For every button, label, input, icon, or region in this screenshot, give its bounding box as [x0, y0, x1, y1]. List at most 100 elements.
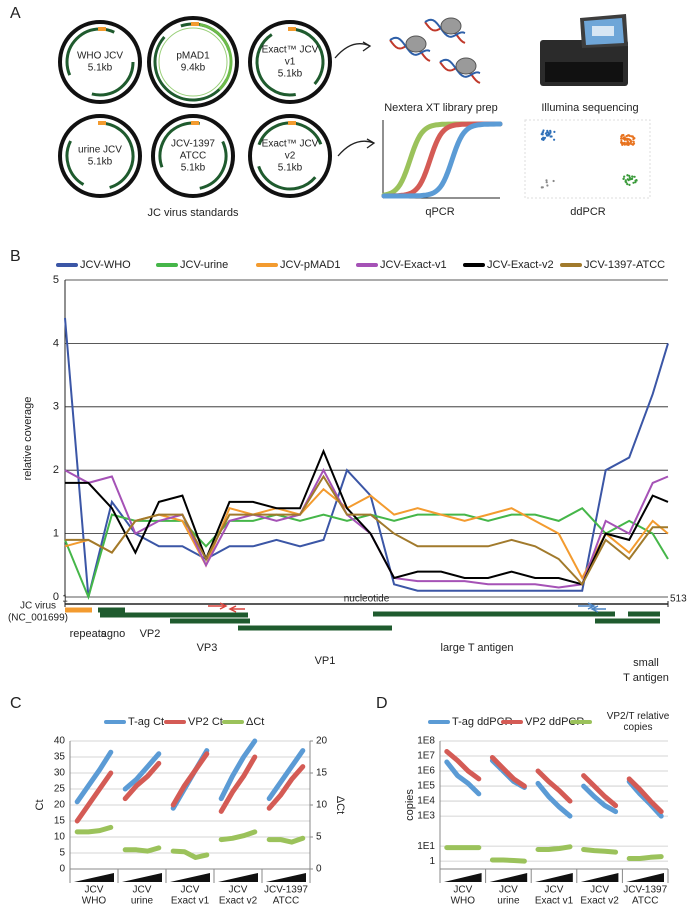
series-line [489, 857, 527, 864]
y-tick-label: 1 [53, 528, 59, 540]
droplet [546, 129, 549, 132]
gene-label: VP1 [315, 655, 336, 667]
x-tick-label: JCV [181, 885, 200, 896]
y-tick-label: 1E3 [417, 811, 435, 822]
x-tick-label: JCV-1397 [264, 885, 308, 896]
droplet [628, 134, 631, 137]
droplet [549, 135, 552, 138]
plasmid-ring [147, 16, 239, 108]
standards-label: JC virus standards [147, 207, 239, 219]
plasmid-label: urine JCV [78, 145, 122, 156]
droplet [627, 138, 630, 141]
droplet [632, 181, 635, 184]
droplet [545, 134, 549, 137]
plasmid-label: 5.1kb [278, 163, 303, 174]
droplet [634, 179, 637, 182]
y2-tick-label: 5 [316, 832, 322, 843]
plasmid-label: 5.1kb [278, 69, 303, 80]
primer-arrow [208, 602, 245, 613]
dilution-wedge [626, 873, 664, 882]
y-tick-label: 5 [59, 848, 65, 859]
coverage-line [64, 317, 669, 598]
droplet [628, 142, 632, 145]
plasmid-repeat [191, 121, 199, 125]
legend-label: JCV-Exact-v1 [380, 259, 447, 271]
droplet [632, 140, 635, 143]
series-line [444, 759, 482, 797]
plasmid-label: JCV-1397 [171, 139, 215, 150]
plasmid-inner [158, 27, 228, 97]
x-tick-label: JCV [133, 885, 152, 896]
y-tick-label: 1E7 [417, 751, 435, 762]
droplet [633, 175, 636, 178]
series-line [535, 780, 573, 819]
plasmid-label: 5.1kb [181, 163, 206, 174]
y-tick-label: 1E6 [417, 766, 435, 777]
droplet [622, 177, 625, 180]
dilution-wedge [170, 873, 210, 882]
droplet [629, 138, 632, 142]
droplet [630, 143, 634, 146]
droplet [624, 143, 627, 146]
plasmid-label: 5.1kb [88, 63, 113, 74]
droplet [631, 135, 634, 138]
y-tick-label: 30 [54, 768, 66, 779]
series-line [170, 751, 210, 808]
x-tick-label: ATCC [632, 896, 658, 904]
droplet [625, 181, 628, 184]
gene-bar [595, 618, 660, 624]
y-tick-label: 25 [54, 784, 66, 795]
y-tick-label: 1E5 [417, 781, 435, 792]
y-tick-label: 3 [53, 401, 59, 413]
x-tick-label: Exact v2 [219, 896, 258, 904]
x-tick-label: WHO [82, 896, 107, 904]
plasmid-ring [248, 20, 332, 104]
gene-bar [373, 611, 615, 617]
series-line [74, 824, 114, 835]
series-line [581, 783, 619, 815]
plasmid-genes [158, 121, 228, 191]
arrow-head [366, 138, 376, 149]
droplet [548, 132, 551, 136]
gene-label: T antigen [623, 672, 669, 684]
legend-label: ΔCt [246, 716, 264, 728]
y-tick-label: 15 [54, 816, 66, 827]
droplet [540, 133, 543, 136]
droplet [546, 184, 549, 187]
x-tick-label: JCV [453, 885, 472, 896]
dna-strand [439, 58, 481, 78]
plasmid-label: 9.4kb [181, 63, 206, 74]
droplet [631, 175, 634, 178]
y-tick-label: 5 [53, 274, 59, 286]
droplet [541, 138, 544, 141]
ddpcr-frame [524, 119, 651, 199]
y-tick-label: 1E8 [417, 736, 435, 747]
series-line [170, 848, 210, 860]
plasmid-label: Exact™ JCV [262, 45, 319, 56]
plasmid-label: ATCC [180, 151, 206, 162]
droplet [627, 143, 630, 146]
droplet [553, 138, 556, 141]
x-tick-label: Exact v1 [171, 896, 210, 904]
series-line [122, 760, 162, 802]
x-tick-label: 5130 [670, 594, 687, 605]
method-label: ddPCR [570, 206, 606, 218]
series-line [444, 749, 482, 782]
series-line [218, 829, 258, 843]
x-tick-label: JCV [590, 885, 609, 896]
y-axis-label: relative coverage [22, 397, 34, 481]
plasmid-repeat [191, 22, 199, 26]
series-line [266, 748, 306, 802]
x-tick-label: ATCC [273, 896, 299, 904]
series-line [489, 755, 527, 789]
droplet [628, 176, 631, 179]
droplet [630, 177, 633, 181]
enzyme [440, 17, 462, 35]
plasmid-genes [255, 121, 325, 191]
droplet [543, 137, 546, 140]
plasmid-genes [65, 121, 135, 191]
droplet [623, 175, 626, 178]
gene-bar [100, 612, 248, 618]
panel-label: A [10, 5, 21, 22]
panel-label: C [10, 695, 22, 712]
